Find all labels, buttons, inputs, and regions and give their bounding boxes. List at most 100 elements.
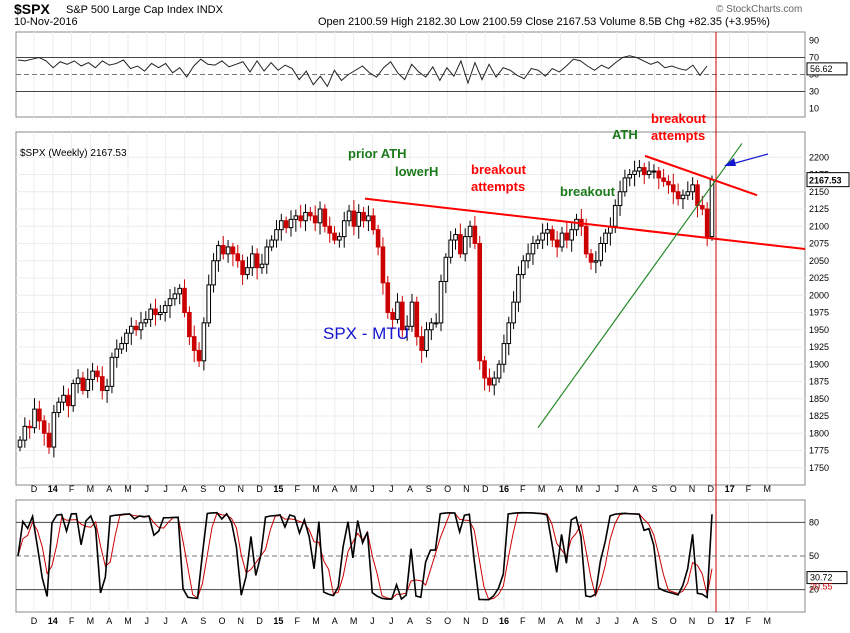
x-tick-label: J: [163, 616, 168, 626]
x-tick-label: J: [596, 484, 601, 494]
annotation-breakout-attempts-2: attempts: [651, 128, 705, 143]
candle-body-down: [487, 377, 492, 386]
x-tick-label: 16: [499, 484, 509, 494]
resistance-trendline: [364, 197, 806, 251]
candle-body-up: [569, 229, 574, 241]
price-panel-title: $SPX (Weekly) 2167.53: [20, 148, 127, 159]
candle-body-down: [700, 205, 705, 210]
candle-body-down: [375, 229, 381, 248]
symbol-title: $SPX: [14, 1, 50, 17]
candle-body-up: [32, 408, 37, 429]
x-tick-label: J: [370, 616, 375, 626]
price-tick-label: 2050: [809, 256, 829, 266]
x-tick-label: S: [651, 484, 657, 494]
price-value-label: 2167.53: [809, 176, 842, 186]
x-tick-label: N: [689, 616, 696, 626]
candle-body-down: [695, 184, 700, 207]
candle-body-up: [443, 256, 449, 282]
candle-body-down: [414, 301, 420, 338]
price-tick-label: 1775: [809, 446, 829, 456]
candle-body-down: [312, 215, 318, 224]
candle-body-up: [559, 232, 565, 248]
x-tick-label: D: [256, 616, 263, 626]
annotation-spx-mtu: SPX - MTU: [323, 324, 409, 343]
indicator-tick-label: 30: [809, 87, 819, 97]
x-tick-label: J: [615, 616, 620, 626]
x-tick-label: J: [145, 616, 150, 626]
x-tick-label: N: [463, 484, 470, 494]
x-tick-label: 15: [273, 616, 283, 626]
candle-body-down: [66, 394, 71, 407]
candle-body-down: [641, 167, 647, 176]
x-tick-label: A: [557, 484, 563, 494]
candle-body-up: [491, 377, 497, 386]
price-tick-label: 1875: [809, 377, 829, 387]
candle-body-down: [704, 208, 710, 238]
x-tick-label: M: [350, 616, 358, 626]
x-tick-label: D: [31, 616, 38, 626]
x-tick-label: S: [200, 616, 206, 626]
price-tick-label: 1825: [809, 411, 829, 421]
candle-body-up: [496, 363, 502, 379]
candle-body-up: [690, 184, 695, 193]
x-tick-label: A: [332, 484, 338, 494]
candle-body-up: [264, 246, 270, 265]
candle-body-down: [675, 191, 681, 200]
candle-body-up: [124, 332, 129, 345]
candle-body-up: [158, 312, 163, 316]
candle-body-up: [685, 191, 691, 196]
candle-body-up: [148, 308, 153, 320]
candle-body-down: [37, 408, 42, 422]
candle-body-up: [85, 378, 91, 391]
candle-body-up: [109, 356, 115, 387]
annotation-breakout: breakout: [560, 184, 616, 199]
candle-body-down: [95, 370, 100, 378]
candle-body-down: [385, 282, 391, 313]
oscillator-tick-label: 50: [809, 551, 819, 561]
x-tick-label: D: [482, 616, 489, 626]
candle-body-up: [201, 322, 207, 362]
candle-body-up: [438, 280, 444, 324]
candle-body-up: [574, 218, 579, 231]
price-tick-label: 1900: [809, 359, 829, 369]
x-tick-label: O: [670, 484, 677, 494]
x-tick-label: S: [426, 616, 432, 626]
candle-body-down: [235, 253, 241, 262]
candle-body-down: [588, 253, 594, 263]
annotation-breakout-attempts-2: breakout: [651, 111, 707, 126]
candle-body-up: [448, 239, 453, 258]
price-tick-label: 2100: [809, 221, 829, 231]
candle-body-down: [656, 170, 662, 179]
candle-body-up: [288, 218, 294, 229]
x-tick-label: N: [463, 616, 470, 626]
candle-body-up: [530, 243, 536, 255]
x-tick-label: J: [370, 484, 375, 494]
candle-body-down: [472, 225, 478, 244]
candle-body-up: [70, 383, 76, 407]
indicator-value-label: 56.62: [810, 64, 833, 74]
candle-body-up: [467, 225, 473, 238]
x-tick-label: 17: [725, 616, 735, 626]
candle-body-up: [612, 205, 618, 227]
candle-body-up: [22, 425, 28, 441]
candle-body-down: [240, 260, 245, 276]
price-value-box: [806, 172, 850, 188]
x-tick-label: J: [163, 484, 168, 494]
candle-body-up: [75, 377, 81, 385]
x-tick-label: J: [389, 484, 394, 494]
candle-body-down: [399, 301, 405, 331]
candle-body-up: [293, 215, 299, 220]
x-tick-label: M: [87, 484, 95, 494]
candle-body-down: [99, 376, 105, 391]
candle-body-up: [506, 322, 512, 345]
candle-body-up: [346, 210, 352, 222]
x-tick-label: F: [69, 484, 75, 494]
candle-body-up: [317, 208, 323, 224]
candle-body-down: [550, 229, 555, 241]
indicator-line: [17, 55, 708, 88]
x-tick-label: 17: [725, 484, 735, 494]
candle-body-up: [540, 232, 545, 241]
candle-body-up: [632, 170, 637, 176]
oscillator-signal-label: 20.55: [810, 582, 833, 592]
